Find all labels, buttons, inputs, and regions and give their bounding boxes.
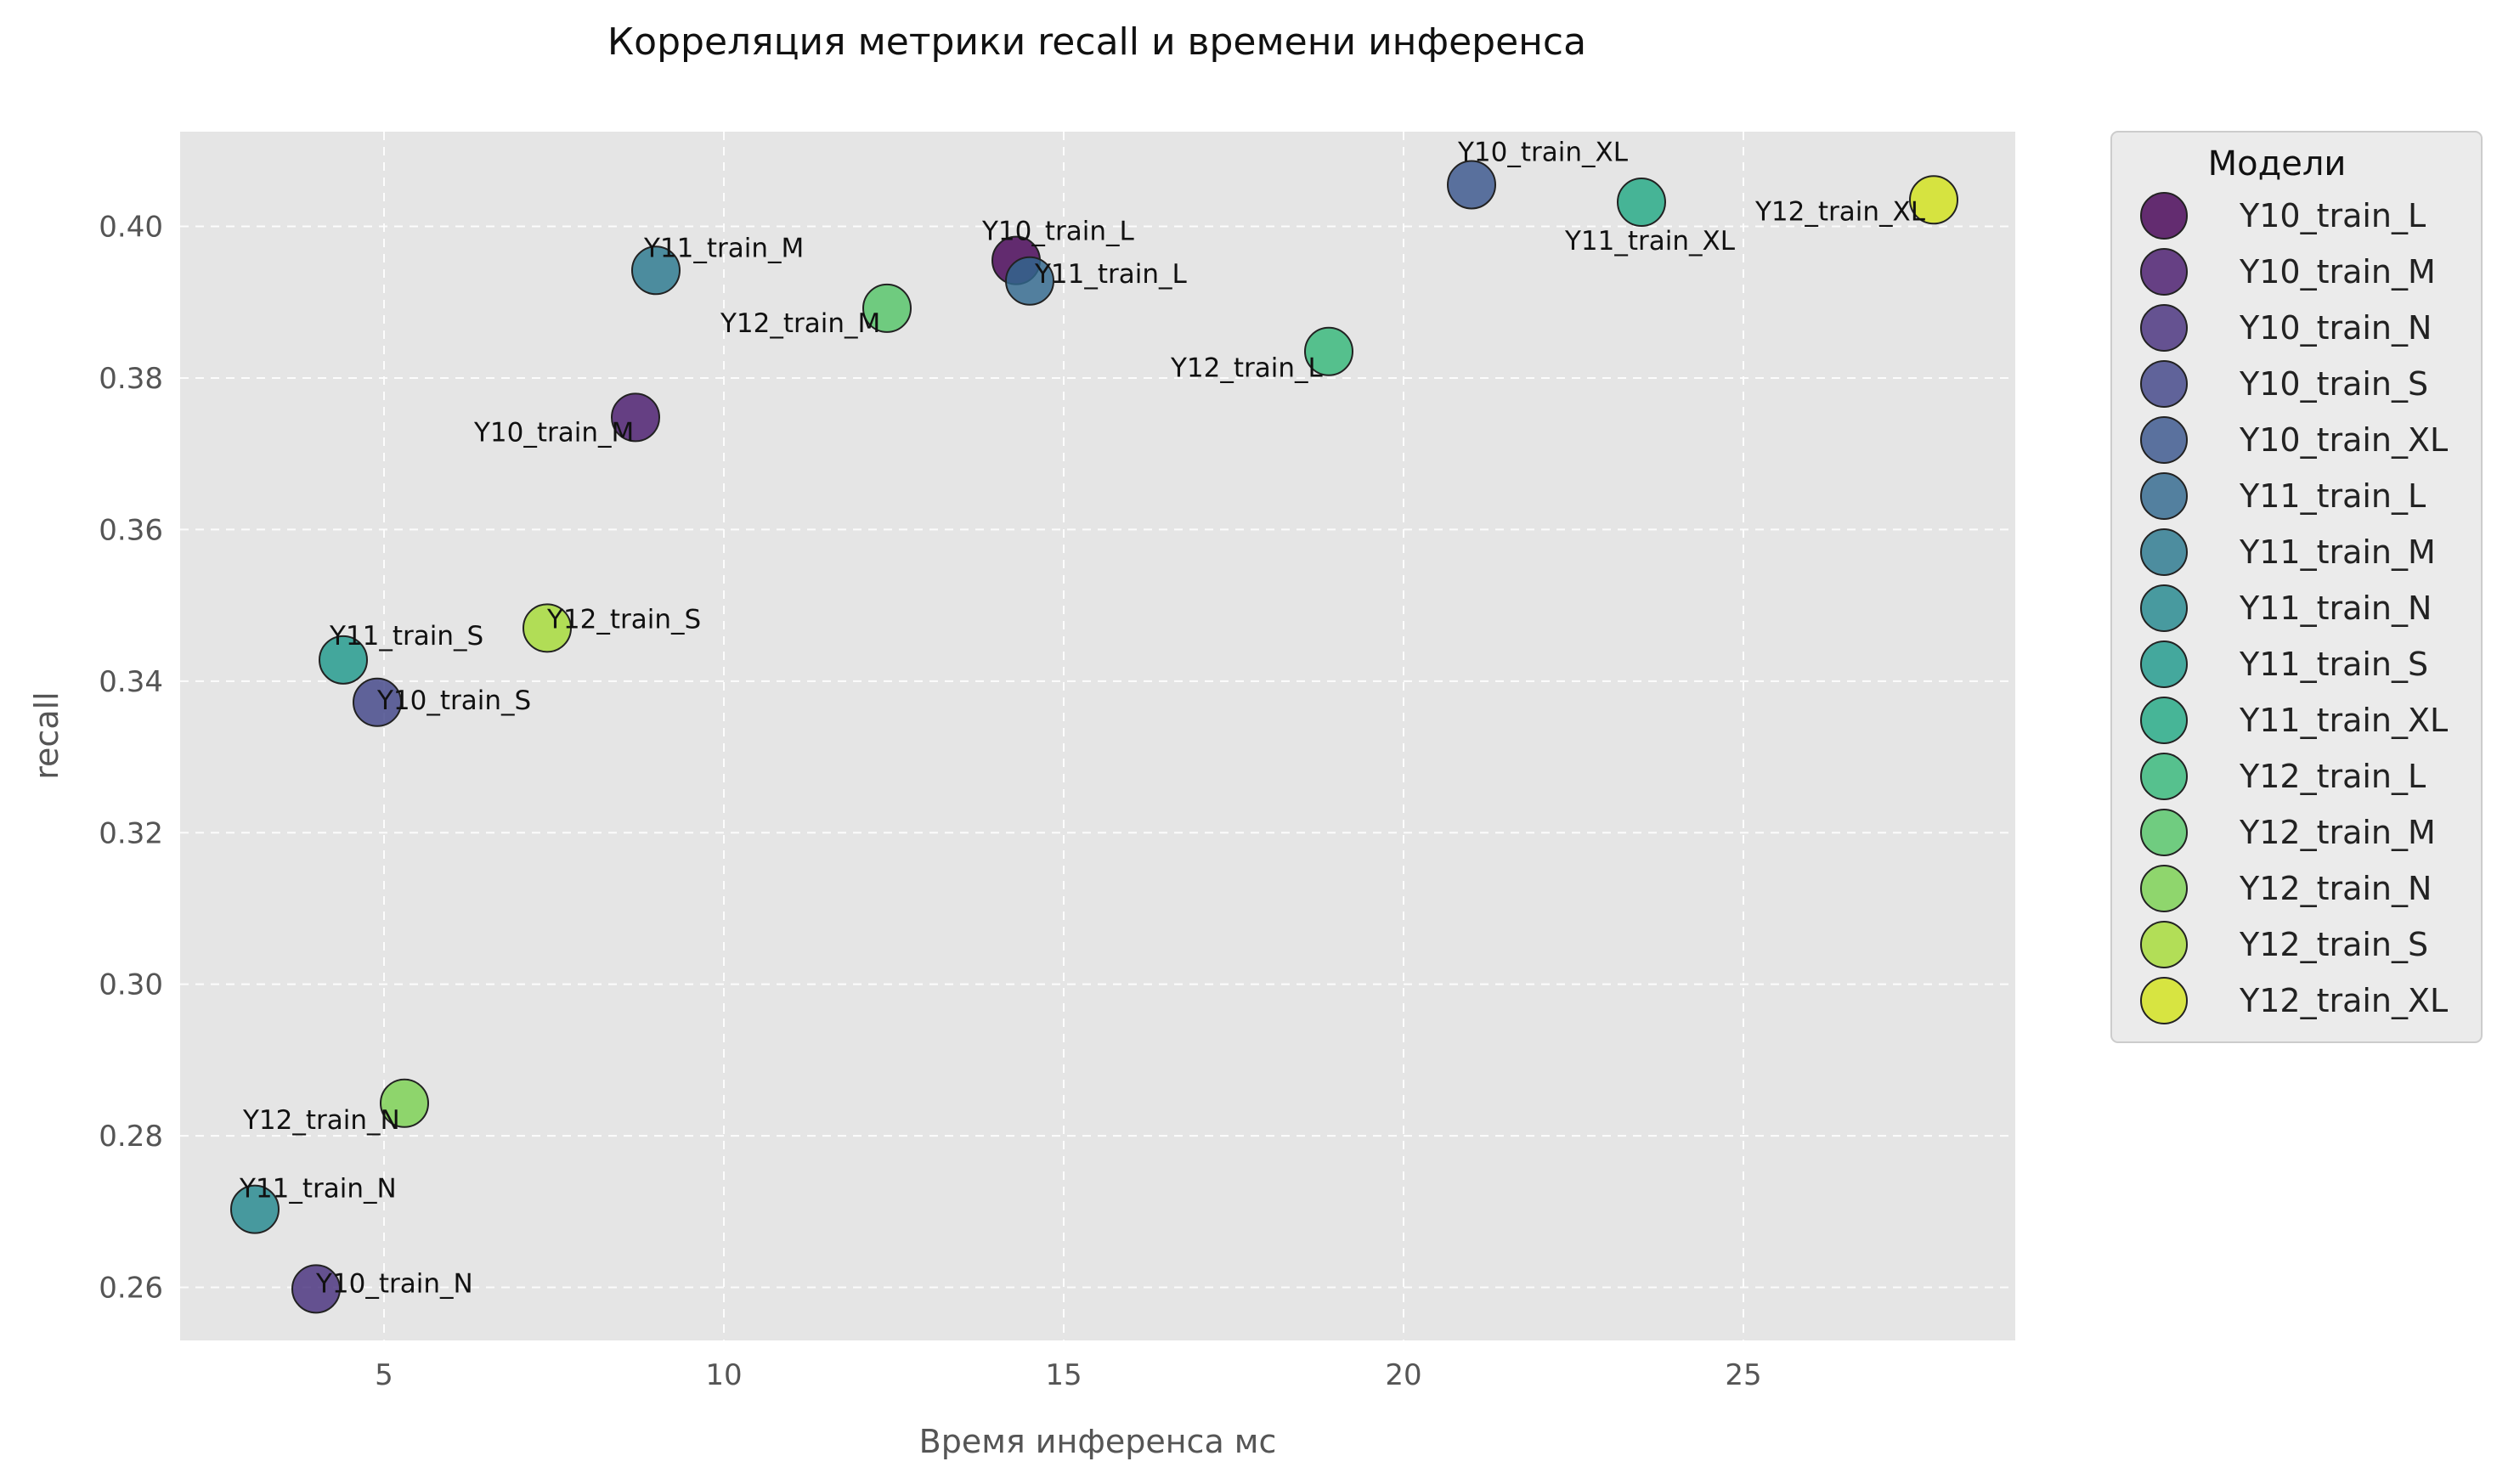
legend-marker	[2140, 921, 2188, 968]
x-tick-label: 5	[375, 1358, 393, 1392]
legend-marker	[2140, 192, 2188, 240]
point-label: Y12_train_M	[720, 308, 880, 339]
point-labels: Y10_train_L Y10_train_M Y10_train_N Y10_tra…	[239, 137, 1926, 1299]
point-label: Y10_train_L	[981, 217, 1135, 247]
data-point	[230, 1184, 280, 1234]
legend-label: Y12_train_M	[2239, 814, 2436, 851]
y-axis-title: recall	[28, 691, 65, 779]
legend-marker	[2140, 528, 2188, 576]
point-label: Y11_train_M	[643, 233, 804, 263]
legend-label: Y10_train_XL	[2239, 421, 2448, 459]
point-label: Y11_train_S	[329, 621, 483, 652]
legend-marker	[2140, 416, 2188, 464]
point-label: Y10_train_XL	[1457, 137, 1629, 167]
gridlines	[180, 132, 2015, 1340]
legend-label: Y10_train_N	[2239, 309, 2432, 347]
data-point	[862, 283, 912, 333]
legend-marker	[2140, 753, 2188, 800]
legend-label: Y10_train_L	[2239, 197, 2426, 234]
data-point	[1005, 256, 1054, 306]
legend: Модели Y10_train_L Y10_train_M Y10_train_N…	[2110, 131, 2483, 1043]
y-tick-label: 0.32	[99, 816, 163, 850]
point-label: Y10_train_S	[376, 686, 531, 716]
data-point	[319, 635, 368, 685]
y-tick-label: 0.36	[99, 513, 163, 547]
y-tick-label: 0.30	[99, 968, 163, 1002]
legend-label: Y11_train_XL	[2239, 702, 2448, 739]
y-tick-label: 0.38	[99, 362, 163, 396]
x-tick-label: 25	[1725, 1358, 1761, 1392]
legend-marker	[2140, 584, 2188, 632]
y-tick-label: 0.34	[99, 665, 163, 699]
point-label: Y11_train_XL	[1564, 226, 1736, 257]
plot-area	[180, 132, 2015, 1340]
legend-marker	[2140, 865, 2188, 912]
point-label: Y12_train_N	[242, 1105, 400, 1136]
legend-label: Y10_train_M	[2239, 253, 2436, 291]
legend-title: Модели	[2208, 144, 2347, 183]
legend-label: Y12_train_XL	[2239, 982, 2448, 1019]
legend-label: Y10_train_S	[2239, 365, 2428, 403]
legend-marker	[2140, 977, 2188, 1024]
point-label: Y12_train_L	[1170, 353, 1324, 384]
data-point	[1447, 160, 1496, 210]
y-tick-label: 0.40	[99, 211, 163, 245]
data-point	[1617, 177, 1666, 227]
data-point	[523, 603, 572, 653]
y-tick-label: 0.26	[99, 1272, 163, 1306]
x-tick-label: 15	[1045, 1358, 1082, 1392]
point-label: Y11_train_L	[1034, 259, 1188, 290]
data-point	[1304, 326, 1353, 376]
data-point	[353, 677, 402, 727]
data-point	[291, 1264, 341, 1314]
legend-label: Y12_train_N	[2239, 870, 2432, 907]
data-point	[380, 1078, 429, 1128]
data-point	[1909, 175, 1958, 225]
legend-marker	[2140, 809, 2188, 856]
x-tick-label: 10	[705, 1358, 742, 1392]
chart-title: Корреляция метрики recall и времени инфе…	[607, 20, 1586, 64]
axis-ticks: 5 10 15 20 25 0.26 0.28 0.30 0.32 0.34 0.36 0.38 0.4…	[99, 211, 1761, 1392]
legend-marker	[2140, 360, 2188, 408]
legend-label: Y11_train_N	[2239, 590, 2432, 627]
legend-marker	[2140, 248, 2188, 296]
legend-label: Y11_train_S	[2239, 646, 2428, 683]
data-point	[631, 245, 681, 296]
legend-label: Y11_train_L	[2239, 477, 2426, 515]
legend-marker	[2140, 472, 2188, 520]
legend-marker	[2140, 640, 2188, 688]
point-label: Y10_train_N	[315, 1268, 473, 1299]
data-points	[230, 160, 1958, 1314]
x-axis-title: Время инференса мс	[919, 1423, 1277, 1460]
legend-marker	[2140, 697, 2188, 744]
point-label: Y12_train_S	[546, 604, 701, 635]
legend-label: Y11_train_M	[2239, 533, 2436, 571]
legend-label: Y12_train_S	[2239, 926, 2428, 963]
x-tick-label: 20	[1385, 1358, 1421, 1392]
point-label: Y12_train_XL	[1754, 196, 1926, 227]
legend-box	[2110, 131, 2483, 1043]
point-label: Y10_train_M	[473, 417, 634, 448]
legend-label: Y12_train_L	[2239, 758, 2426, 795]
legend-marker	[2140, 304, 2188, 352]
point-label: Y11_train_N	[239, 1174, 397, 1205]
data-point	[611, 392, 660, 443]
y-tick-label: 0.28	[99, 1120, 163, 1154]
